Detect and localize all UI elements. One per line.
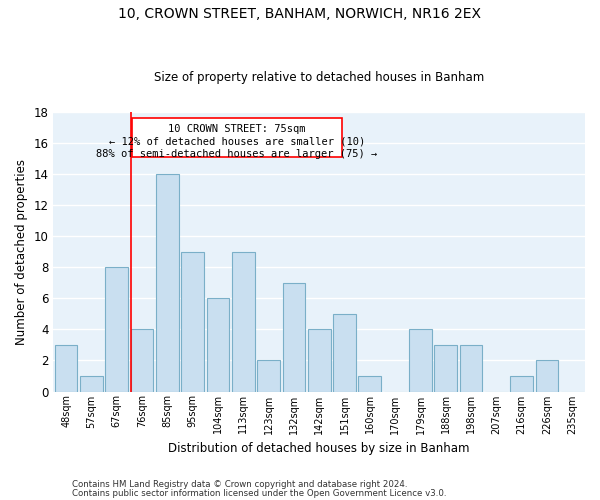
Bar (206, 298, 229, 392)
Bar (132, 118, 342, 157)
Bar (232, 252, 254, 392)
Bar (106, 268, 128, 392)
Bar (409, 330, 432, 392)
Bar (156, 174, 179, 392)
X-axis label: Distribution of detached houses by size in Banham: Distribution of detached houses by size … (169, 442, 470, 455)
Bar (434, 345, 457, 392)
Text: Contains public sector information licensed under the Open Government Licence v3: Contains public sector information licen… (72, 488, 446, 498)
Text: 88% of semi-detached houses are larger (75) →: 88% of semi-detached houses are larger (… (97, 149, 377, 159)
Title: Size of property relative to detached houses in Banham: Size of property relative to detached ho… (154, 72, 484, 85)
Bar (55, 345, 77, 392)
Bar (536, 360, 559, 392)
Bar (80, 376, 103, 392)
Text: Contains HM Land Registry data © Crown copyright and database right 2024.: Contains HM Land Registry data © Crown c… (72, 480, 407, 489)
Bar (131, 330, 154, 392)
Bar (333, 314, 356, 392)
Bar (308, 330, 331, 392)
Text: 10 CROWN STREET: 75sqm: 10 CROWN STREET: 75sqm (168, 124, 305, 134)
Bar (181, 252, 204, 392)
Bar (358, 376, 381, 392)
Bar (283, 283, 305, 392)
Text: 10, CROWN STREET, BANHAM, NORWICH, NR16 2EX: 10, CROWN STREET, BANHAM, NORWICH, NR16 … (119, 8, 482, 22)
Bar (511, 376, 533, 392)
Bar (257, 360, 280, 392)
Text: ← 12% of detached houses are smaller (10): ← 12% of detached houses are smaller (10… (109, 136, 365, 146)
Y-axis label: Number of detached properties: Number of detached properties (15, 159, 28, 345)
Bar (460, 345, 482, 392)
